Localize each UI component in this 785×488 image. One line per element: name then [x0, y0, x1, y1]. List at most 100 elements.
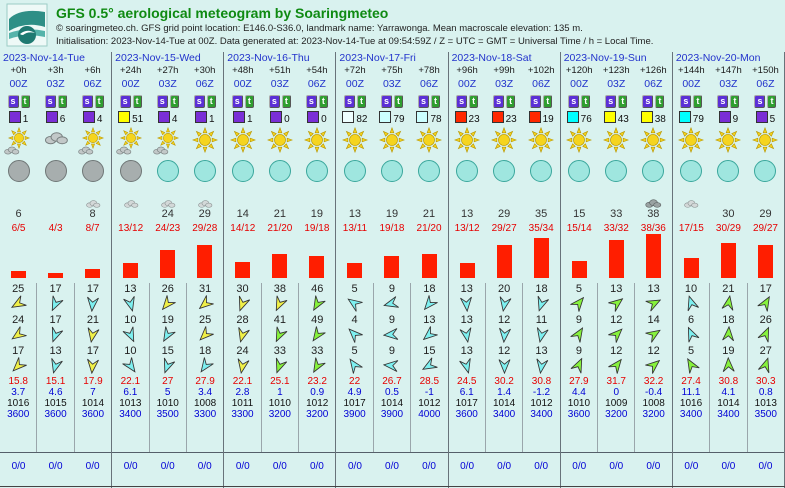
cloud-cover-value: 21	[273, 208, 286, 220]
temp-dew-value: 21/20	[267, 223, 293, 234]
wind-cell: 28	[224, 314, 260, 345]
time-label: 00Z	[233, 78, 252, 90]
s-button[interactable]: s	[268, 94, 280, 108]
header-text: GFS 0.5° aerological meteogram by Soarin…	[56, 3, 653, 49]
t-button[interactable]: t	[655, 94, 665, 108]
s-button[interactable]: s	[305, 94, 317, 108]
time-label: 00Z	[458, 78, 477, 90]
index-cell: 78	[411, 111, 448, 125]
stat-red-value: 26.7	[382, 376, 402, 387]
thermal-circle	[530, 159, 553, 182]
index-cell: 0	[261, 111, 298, 125]
wind-arrow-icon	[645, 359, 661, 374]
boundary-layer-cell	[635, 159, 672, 187]
s-button[interactable]: s	[7, 94, 19, 108]
t-button[interactable]: t	[506, 94, 516, 108]
index-square	[603, 111, 616, 123]
time-label: 03Z	[46, 78, 65, 90]
t-button[interactable]: t	[169, 94, 179, 108]
stat-blue2-value: 3400	[530, 409, 553, 420]
index-square	[678, 111, 691, 123]
t-button[interactable]: t	[57, 94, 67, 108]
sun-icon	[603, 127, 630, 153]
t-button[interactable]: t	[244, 94, 254, 108]
boundary-layer-cell	[747, 159, 784, 187]
index-cell: 19	[523, 111, 560, 125]
time-label: 00Z	[9, 78, 28, 90]
temp-bar-cell	[635, 234, 672, 283]
cloud-cover-cell: 13	[449, 188, 486, 221]
cloud-icon	[153, 146, 168, 155]
s-button[interactable]: s	[493, 94, 505, 108]
stat-blue2-value: 3500	[156, 409, 179, 420]
s-button[interactable]: s	[754, 94, 766, 108]
t-button[interactable]: t	[730, 94, 740, 108]
wind-arrow-icon	[758, 326, 770, 343]
s-button[interactable]: s	[81, 94, 93, 108]
sky-cell	[224, 127, 261, 158]
stats-cell: 23.2 0.9 1012 3200	[298, 376, 335, 420]
s-button[interactable]: s	[642, 94, 654, 108]
t-button[interactable]: t	[618, 94, 628, 108]
thermal-circle	[343, 159, 366, 182]
bottom-value: 0/0	[197, 461, 212, 472]
t-button[interactable]: t	[356, 94, 366, 108]
t-button[interactable]: t	[394, 94, 403, 108]
wind-cell: 6	[673, 314, 709, 345]
s-button[interactable]: s	[343, 94, 355, 108]
s-button[interactable]: s	[119, 94, 131, 108]
t-button[interactable]: t	[318, 94, 328, 108]
temp-bar-cell	[747, 245, 784, 283]
cloud-cover-cell: 38	[635, 188, 672, 221]
t-button[interactable]: t	[206, 94, 216, 108]
cloud-cover-cell: 21	[261, 188, 298, 221]
stat-red-value: 27.9	[195, 376, 215, 387]
stat-pressure-value: 1017	[455, 398, 478, 409]
s-button[interactable]: s	[456, 94, 468, 108]
t-button[interactable]: t	[132, 94, 142, 108]
wind-arrow-icon	[122, 357, 136, 373]
stat-pressure-value: 1008	[193, 398, 217, 409]
t-button[interactable]: t	[281, 94, 291, 108]
t-button[interactable]: t	[94, 94, 104, 108]
s-button[interactable]: s	[380, 94, 392, 108]
boundary-layer-cell	[224, 159, 261, 187]
cloud-cover-value: 13	[460, 208, 474, 220]
stat-blue2-value: 3200	[306, 409, 329, 420]
temp-bar-cell	[486, 245, 523, 283]
day-column: 2023-Nov-14-Tue +0h +3h +6h 00Z 03Z 06Z s t s t s t 1…	[0, 52, 113, 488]
t-button[interactable]: t	[581, 94, 591, 108]
t-button[interactable]: t	[693, 94, 703, 108]
wind-arrow-icon	[721, 294, 734, 311]
stat-red-value: 25.1	[270, 376, 290, 387]
s-button[interactable]: s	[44, 94, 56, 108]
s-button[interactable]: s	[193, 94, 205, 108]
s-button[interactable]: s	[680, 94, 692, 108]
t-button[interactable]: t	[20, 94, 30, 108]
s-button[interactable]: s	[717, 94, 729, 108]
s-button[interactable]: s	[418, 94, 430, 108]
s-button[interactable]: s	[568, 94, 580, 108]
wind-speed-value: 13	[610, 283, 623, 295]
hour-offset-label: +144h	[678, 65, 705, 76]
stats-cell: 32.2 -0.4 1008 3200	[634, 376, 671, 420]
stats-cell: 31.7 0 1009 3200	[597, 376, 634, 420]
boundary-layer-cell	[561, 159, 598, 187]
s-button[interactable]: s	[231, 94, 243, 108]
stats-cell: 26.7 0.5 1014 3900	[372, 376, 410, 420]
s-button[interactable]: s	[605, 94, 617, 108]
t-button[interactable]: t	[543, 94, 553, 108]
index-square	[342, 111, 355, 123]
temp-dew-value: 13/12	[118, 223, 144, 234]
t-button[interactable]: t	[469, 94, 479, 108]
temp-dew-value: 14/12	[230, 223, 256, 234]
s-button[interactable]: s	[156, 94, 168, 108]
t-button[interactable]: t	[767, 94, 777, 108]
t-button[interactable]: t	[431, 94, 441, 108]
s-button[interactable]: s	[530, 94, 542, 108]
wind-speed-value: 13	[423, 314, 436, 326]
wind-speed-value: 17	[86, 283, 100, 295]
